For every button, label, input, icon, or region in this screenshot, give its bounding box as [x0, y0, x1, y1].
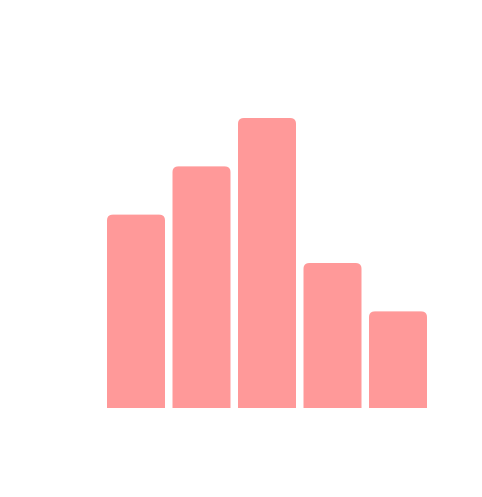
bar-5	[369, 311, 427, 408]
bar-1	[107, 215, 165, 408]
bar-4	[304, 263, 362, 408]
bars-group	[107, 118, 427, 408]
bar-2	[173, 166, 231, 408]
bar-3	[238, 118, 296, 408]
